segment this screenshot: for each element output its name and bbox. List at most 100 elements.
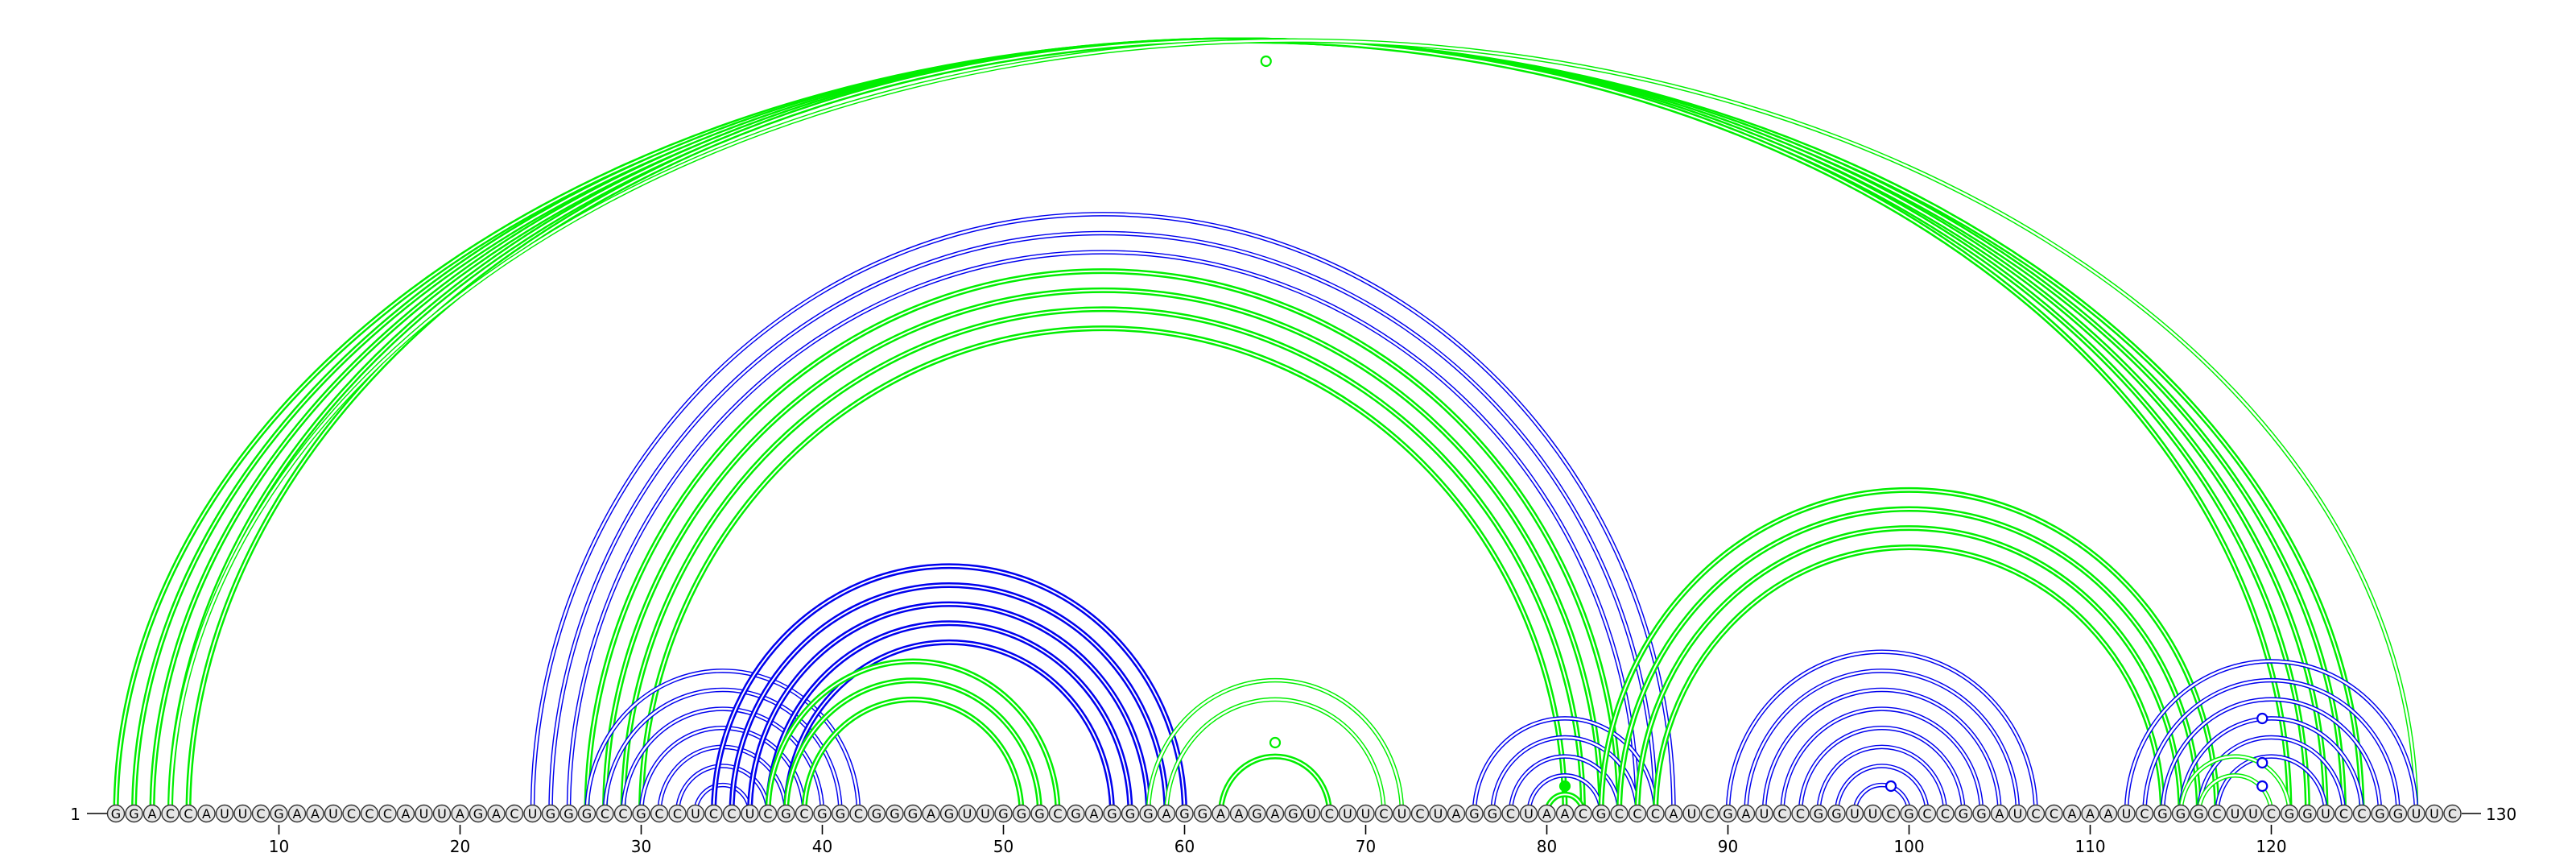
base-pair-arc-core	[2198, 774, 2273, 814]
nucleotide-letter: A	[202, 806, 211, 822]
nucleotide-letter: C	[1886, 806, 1895, 822]
nucleotide-letter: G	[2157, 806, 2167, 822]
nucleotide-letter: G	[1831, 806, 1841, 822]
base-pair-arc-core	[2179, 755, 2291, 814]
nucleotide-circle	[1483, 804, 1502, 823]
nucleotide-circle	[125, 804, 143, 823]
nucleotide-circle	[795, 804, 814, 823]
nucleotide-circle	[2244, 804, 2263, 823]
nucleotide-letter: A	[2068, 806, 2077, 822]
nucleotide-circle	[1700, 804, 1719, 823]
nucleotide-letter: A	[1542, 806, 1551, 822]
nucleotide-circle	[1030, 804, 1049, 823]
nucleotide-letter: A	[492, 806, 501, 822]
nucleotide-circle	[1791, 804, 1810, 823]
base-pair-arc-core	[676, 764, 770, 814]
nucleotide-letter: G	[944, 806, 954, 822]
nucleotide-circle	[1284, 804, 1302, 823]
nucleotide-letter: U	[2122, 806, 2132, 822]
nucleotide-circle	[1356, 804, 1375, 823]
nucleotide-letter: C	[727, 806, 736, 822]
nucleotide-letter: U	[328, 806, 338, 822]
nucleotide-circle	[1157, 804, 1176, 823]
nucleotide-circle	[1012, 804, 1031, 823]
base-pair-arc-core	[1817, 746, 1946, 814]
nucleotide-letter: U	[419, 806, 429, 822]
nucleotide-circle	[1954, 804, 1973, 823]
nucleotide-letter: G	[2302, 806, 2312, 822]
base-pair-arc-core	[133, 39, 2345, 814]
nucleotide-circle	[2443, 804, 2462, 823]
nucleotide-circle	[2388, 804, 2408, 823]
axis-tick-label: 110	[2074, 837, 2105, 856]
base-pair-arc-core	[1491, 736, 1639, 814]
nucleotide-circle	[1881, 804, 1901, 823]
nucleotide-circle	[1265, 804, 1285, 823]
nucleotide-letter: A	[1235, 806, 1244, 822]
base-pair-arc-core	[694, 784, 751, 814]
nucleotide-letter: C	[1651, 806, 1660, 822]
axis-tick-label: 10	[269, 837, 289, 856]
nucleotide-circle	[2099, 804, 2118, 823]
base-pair-arc-core	[1654, 546, 2164, 814]
nucleotide-letter: A	[293, 806, 302, 822]
nucleotide-letter: G	[1469, 806, 1479, 822]
nucleotide-letter: G	[1723, 806, 1732, 822]
nucleotide-circle	[994, 804, 1013, 823]
base-pair-arc-core	[1763, 689, 2001, 814]
base-pair-arc-outer	[1634, 525, 2184, 814]
nucleotide-letter: U	[2412, 806, 2421, 822]
base-pair-arc-core	[1853, 784, 1910, 814]
base-pair-arc-core	[531, 213, 1675, 814]
nucleotide-circle	[867, 804, 886, 823]
nucleotide-letter: G	[582, 806, 592, 822]
nucleotide-circle	[777, 804, 795, 823]
base-pair-arc-core	[731, 584, 1167, 814]
nucleotide-letter: U	[1850, 806, 1860, 822]
nucleotide-letter: G	[1125, 806, 1135, 822]
nucleotide-circle	[1845, 804, 1864, 823]
nucleotide-letter: G	[908, 806, 918, 822]
nucleotide-letter: A	[1271, 806, 1280, 822]
nucleotide-letter: U	[1524, 806, 1534, 822]
base-pair-arc-core	[169, 39, 2417, 814]
nucleotide-letter: G	[473, 806, 483, 822]
nucleotide-circle	[704, 804, 723, 823]
nucleotide-letter: C	[2267, 806, 2276, 822]
nucleotide-circle	[179, 804, 198, 823]
nucleotide-letter: U	[1434, 806, 1443, 822]
nucleotide-circle	[686, 804, 705, 823]
nucleotide-circle	[813, 804, 832, 823]
base-pair-arc-core	[1509, 755, 1620, 814]
nucleotide-circle	[613, 804, 633, 823]
nucleotide-letter: G	[1904, 806, 1913, 822]
nucleotide-letter: U	[963, 806, 972, 822]
nucleotide-circle	[1990, 804, 2009, 823]
nucleotide-letter: C	[601, 806, 609, 822]
nucleotide-circle	[1610, 804, 1629, 823]
base-pair-arc-core	[785, 641, 1113, 814]
arc-marker	[1885, 780, 1897, 793]
base-pair-arc-outer	[620, 306, 1586, 814]
nucleotide-circle	[306, 804, 324, 823]
base-pair-arc-outer	[131, 37, 2347, 814]
nucleotide-circle	[1175, 804, 1194, 823]
nucleotide-circle	[142, 804, 162, 823]
nucleotide-letter: G	[781, 806, 791, 822]
nucleotide-circle	[1755, 804, 1773, 823]
base-pair-arc-outer	[530, 212, 1676, 814]
end-label: 130	[2486, 805, 2516, 824]
base-pair-arc-outer	[1780, 706, 1984, 814]
nucleotide-circle	[2062, 804, 2082, 823]
base-pair-arc-core	[767, 622, 1131, 814]
nucleotide-circle	[1646, 804, 1665, 823]
nucleotide-circle	[2352, 804, 2372, 823]
base-pair-arc-core	[2179, 717, 2363, 814]
base-pair-arc-core	[785, 679, 1041, 814]
base-pair-arc-core	[1744, 669, 2019, 814]
base-pair-arc-core	[585, 669, 860, 814]
nucleotide-circle	[2081, 804, 2099, 823]
nucleotide-circle	[1628, 804, 1647, 823]
base-pair-arc-core	[1600, 489, 2218, 814]
